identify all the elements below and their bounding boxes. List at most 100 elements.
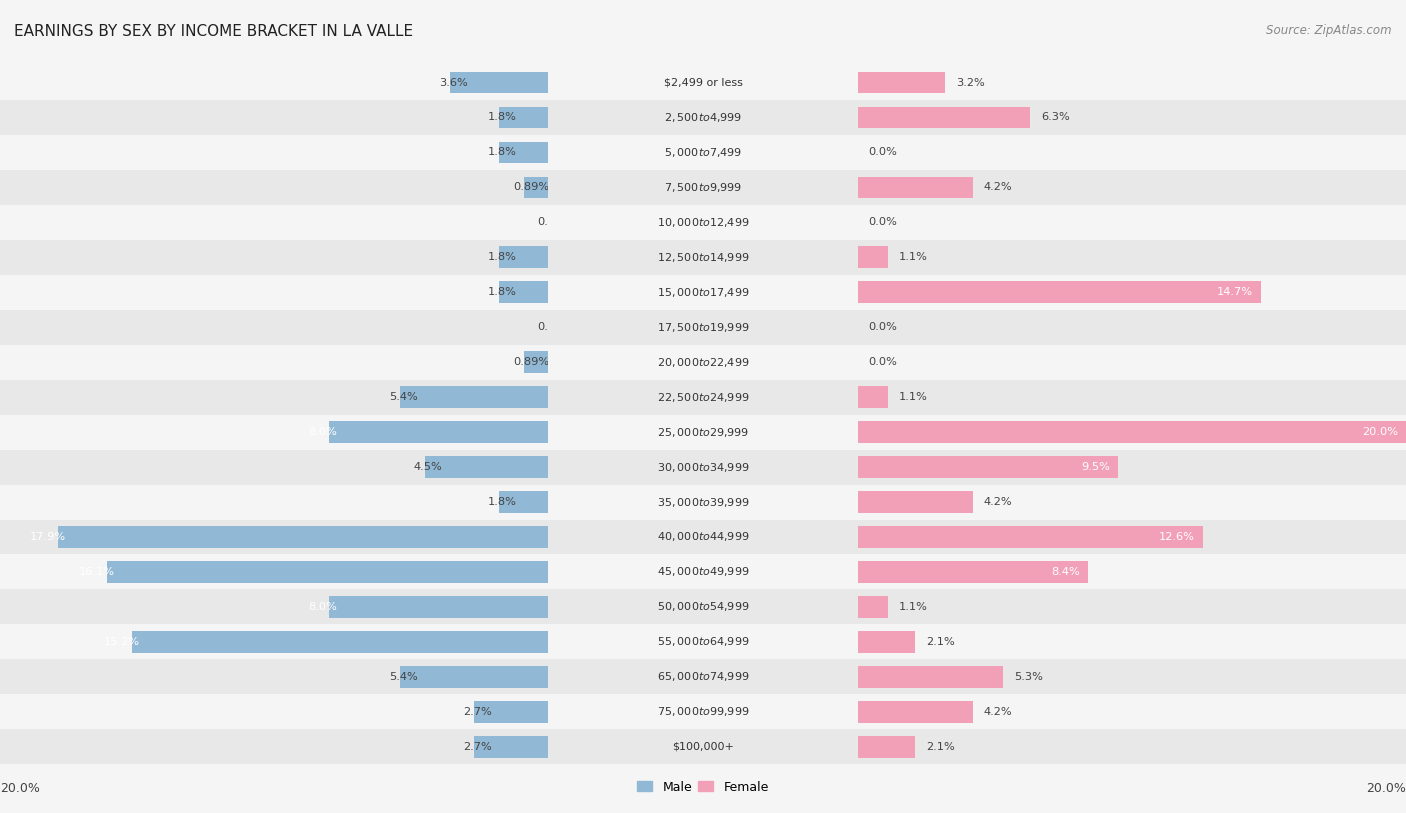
Bar bbox=[499, 246, 548, 268]
Text: 0.0%: 0.0% bbox=[869, 357, 897, 367]
Bar bbox=[0, 554, 1406, 589]
Text: Source: ZipAtlas.com: Source: ZipAtlas.com bbox=[1267, 24, 1392, 37]
Bar bbox=[0, 554, 1406, 589]
Bar bbox=[0, 65, 1406, 100]
Text: 0.0%: 0.0% bbox=[869, 217, 897, 228]
Text: $65,000 to $74,999: $65,000 to $74,999 bbox=[657, 671, 749, 683]
Bar bbox=[0, 589, 1406, 624]
Text: 2.7%: 2.7% bbox=[464, 706, 492, 717]
Bar bbox=[0, 415, 1406, 450]
Text: $100,000+: $100,000+ bbox=[672, 741, 734, 752]
Bar bbox=[0, 694, 1406, 729]
Bar bbox=[0, 275, 1406, 310]
Bar bbox=[0, 380, 1406, 415]
Bar bbox=[524, 351, 548, 373]
Bar bbox=[0, 450, 1406, 485]
Text: 1.8%: 1.8% bbox=[488, 147, 517, 158]
Bar bbox=[329, 421, 548, 443]
Bar bbox=[499, 281, 548, 303]
Text: 20.0%: 20.0% bbox=[1367, 782, 1406, 795]
Text: 4.2%: 4.2% bbox=[984, 182, 1012, 193]
Text: $75,000 to $99,999: $75,000 to $99,999 bbox=[657, 706, 749, 718]
Bar bbox=[858, 421, 1406, 443]
Bar bbox=[0, 380, 1406, 415]
Bar bbox=[858, 107, 1031, 128]
Text: 1.8%: 1.8% bbox=[488, 252, 517, 263]
Text: 4.2%: 4.2% bbox=[984, 497, 1012, 507]
Bar bbox=[524, 176, 548, 198]
Text: $40,000 to $44,999: $40,000 to $44,999 bbox=[657, 531, 749, 543]
Text: 14.7%: 14.7% bbox=[1216, 287, 1253, 298]
Text: 2.7%: 2.7% bbox=[464, 741, 492, 752]
Bar bbox=[474, 701, 548, 723]
Text: $30,000 to $34,999: $30,000 to $34,999 bbox=[657, 461, 749, 473]
Bar bbox=[107, 561, 548, 583]
Bar bbox=[401, 666, 548, 688]
Text: 16.1%: 16.1% bbox=[79, 567, 115, 577]
Bar bbox=[0, 694, 1406, 729]
Bar bbox=[0, 170, 1406, 205]
Bar bbox=[0, 240, 1406, 275]
Bar bbox=[0, 450, 1406, 485]
Bar bbox=[425, 456, 548, 478]
Text: 5.3%: 5.3% bbox=[1014, 672, 1043, 682]
Bar bbox=[858, 491, 973, 513]
Bar bbox=[58, 526, 548, 548]
Text: 3.2%: 3.2% bbox=[956, 77, 986, 88]
Bar bbox=[858, 386, 887, 408]
Bar bbox=[499, 491, 548, 513]
Text: 8.0%: 8.0% bbox=[308, 602, 337, 612]
Text: $50,000 to $54,999: $50,000 to $54,999 bbox=[657, 601, 749, 613]
Bar bbox=[0, 415, 1406, 450]
Text: 1.8%: 1.8% bbox=[488, 112, 517, 123]
Bar bbox=[858, 526, 1204, 548]
Text: $25,000 to $29,999: $25,000 to $29,999 bbox=[657, 426, 749, 438]
Text: $35,000 to $39,999: $35,000 to $39,999 bbox=[657, 496, 749, 508]
Bar bbox=[0, 205, 1406, 240]
Text: $2,500 to $4,999: $2,500 to $4,999 bbox=[664, 111, 742, 124]
Bar bbox=[0, 240, 1406, 275]
Bar bbox=[858, 596, 887, 618]
Bar bbox=[0, 205, 1406, 240]
Bar bbox=[0, 310, 1406, 345]
Text: 0.0%: 0.0% bbox=[537, 217, 567, 228]
Bar bbox=[0, 100, 1406, 135]
Bar bbox=[0, 659, 1406, 694]
Text: 15.2%: 15.2% bbox=[104, 637, 139, 647]
Bar bbox=[0, 205, 1406, 240]
Text: 4.2%: 4.2% bbox=[984, 706, 1012, 717]
Text: 1.8%: 1.8% bbox=[488, 497, 517, 507]
Text: $12,500 to $14,999: $12,500 to $14,999 bbox=[657, 251, 749, 263]
Legend: Male, Female: Male, Female bbox=[633, 776, 773, 798]
Text: 8.0%: 8.0% bbox=[308, 427, 337, 437]
Text: $2,499 or less: $2,499 or less bbox=[664, 77, 742, 88]
Text: 8.4%: 8.4% bbox=[1052, 567, 1080, 577]
Bar bbox=[0, 415, 1406, 450]
Text: $20,000 to $22,499: $20,000 to $22,499 bbox=[657, 356, 749, 368]
Text: 5.4%: 5.4% bbox=[389, 392, 418, 402]
Text: 20.0%: 20.0% bbox=[1362, 427, 1398, 437]
Bar bbox=[858, 736, 915, 758]
Bar bbox=[858, 72, 945, 93]
Text: 0.89%: 0.89% bbox=[513, 357, 550, 367]
Bar bbox=[0, 135, 1406, 170]
Text: 1.1%: 1.1% bbox=[898, 392, 928, 402]
Bar bbox=[0, 450, 1406, 485]
Bar bbox=[0, 345, 1406, 380]
Text: $22,500 to $24,999: $22,500 to $24,999 bbox=[657, 391, 749, 403]
Bar bbox=[401, 386, 548, 408]
Text: 0.0%: 0.0% bbox=[537, 322, 567, 333]
Bar bbox=[0, 520, 1406, 554]
Text: $55,000 to $64,999: $55,000 to $64,999 bbox=[657, 636, 749, 648]
Bar bbox=[0, 589, 1406, 624]
Bar bbox=[0, 65, 1406, 100]
Bar bbox=[0, 135, 1406, 170]
Bar bbox=[0, 485, 1406, 520]
Text: 1.1%: 1.1% bbox=[898, 252, 928, 263]
Text: 0.89%: 0.89% bbox=[513, 182, 550, 193]
Bar bbox=[0, 729, 1406, 764]
Bar bbox=[0, 380, 1406, 415]
Bar bbox=[858, 281, 1261, 303]
Text: 6.3%: 6.3% bbox=[1042, 112, 1070, 123]
Text: $10,000 to $12,499: $10,000 to $12,499 bbox=[657, 216, 749, 228]
